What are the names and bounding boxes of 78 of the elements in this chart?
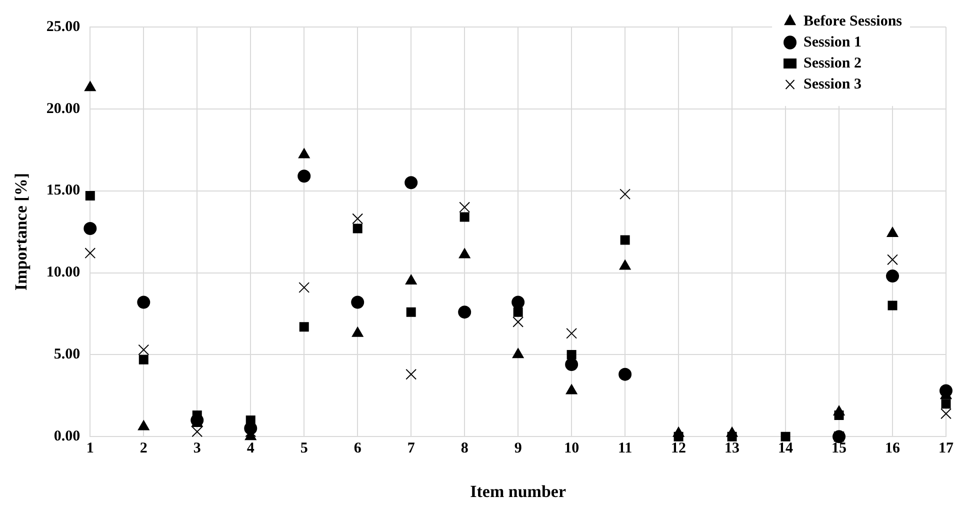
point — [406, 307, 416, 317]
x-tick-label: 10 — [564, 440, 580, 456]
point — [138, 420, 150, 430]
point — [618, 368, 632, 381]
point — [246, 415, 256, 425]
point — [458, 306, 472, 319]
x-tick-label: 16 — [885, 440, 901, 456]
point — [138, 354, 148, 364]
point — [352, 326, 364, 337]
x-tick-label: 17 — [938, 440, 954, 456]
point — [84, 248, 96, 259]
point — [138, 344, 150, 356]
x-tick-label: 8 — [460, 440, 468, 456]
point — [512, 296, 525, 309]
point — [727, 432, 737, 442]
x-tick-label: 4 — [246, 440, 255, 456]
point — [887, 254, 898, 266]
point — [620, 188, 631, 200]
point — [405, 274, 417, 284]
point — [352, 213, 364, 224]
x-tick-label: 1 — [86, 440, 94, 456]
y-tick-label: 20.00 — [46, 100, 80, 117]
x-tick-label: 12 — [671, 440, 686, 456]
point — [192, 426, 203, 438]
point — [886, 270, 900, 283]
y-tick-label: 5.00 — [54, 346, 80, 363]
point — [512, 316, 524, 328]
point — [351, 296, 364, 309]
point — [404, 176, 418, 190]
x-tick-label: 9 — [514, 440, 522, 456]
point — [298, 148, 310, 158]
x-axis-title: Item number — [470, 482, 566, 502]
point — [886, 226, 898, 237]
y-axis-title: Importance [%] — [12, 173, 31, 291]
point — [458, 248, 470, 258]
x-tick-label: 13 — [724, 440, 740, 456]
point — [84, 81, 96, 92]
x-tick-label: 5 — [300, 440, 308, 456]
point — [888, 300, 898, 310]
point — [619, 260, 631, 270]
point — [406, 368, 417, 380]
point — [566, 328, 578, 339]
point — [620, 235, 630, 245]
x-tick-label: 2 — [140, 440, 148, 456]
y-tick-label: 0.00 — [54, 428, 80, 444]
point — [565, 358, 578, 372]
point — [566, 384, 578, 394]
point — [84, 222, 97, 236]
legend-label: Session 2 — [804, 55, 862, 72]
point — [940, 408, 952, 420]
y-tick-label: 10.00 — [46, 264, 80, 281]
legend-label: Session 3 — [804, 76, 862, 92]
x-tick-label: 11 — [618, 440, 632, 456]
point — [674, 432, 684, 442]
point — [566, 350, 576, 360]
point — [512, 348, 524, 358]
point — [298, 282, 310, 293]
point — [940, 384, 952, 398]
point — [780, 432, 790, 442]
point — [137, 296, 150, 309]
point — [941, 399, 951, 409]
y-tick-label: 15.00 — [46, 182, 80, 199]
y-tick-label: 25.00 — [46, 18, 80, 35]
x-tick-label: 15 — [832, 440, 847, 456]
point — [460, 212, 470, 222]
point — [352, 224, 362, 234]
x-tick-label: 6 — [354, 440, 362, 456]
x-tick-label: 7 — [407, 440, 416, 456]
point — [834, 410, 844, 420]
x-tick-label: 3 — [193, 440, 201, 456]
legend-label: Before Sessions — [804, 13, 902, 30]
point — [298, 170, 311, 183]
x-tick-label: 14 — [778, 440, 794, 456]
point — [85, 191, 95, 200]
legend-label: Session 1 — [804, 34, 862, 50]
point — [299, 322, 309, 332]
point — [459, 202, 470, 213]
point — [513, 307, 523, 317]
